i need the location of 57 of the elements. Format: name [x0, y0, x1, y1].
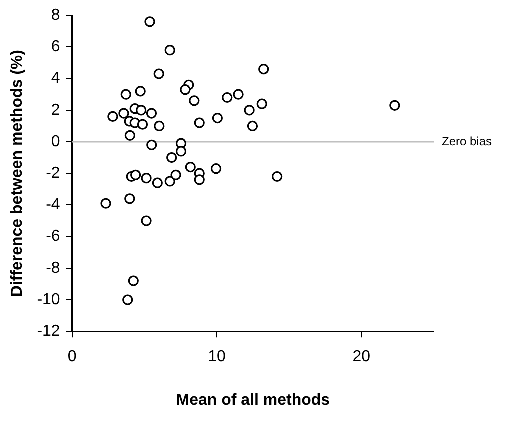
point — [390, 100, 400, 111]
point — [108, 111, 118, 122]
point — [100, 198, 112, 209]
y-tick-label: -6 — [46, 228, 60, 246]
point — [154, 120, 165, 132]
point — [124, 130, 136, 141]
point — [180, 84, 191, 96]
x-tick-label: 10 — [208, 348, 226, 366]
y-tick-label: 4 — [51, 70, 60, 88]
y-tick-label: -8 — [46, 260, 60, 277]
y-tick-label: 0 — [51, 133, 60, 150]
point — [154, 68, 164, 80]
y-tick-label: 8 — [51, 7, 60, 24]
point — [185, 162, 196, 173]
point — [194, 118, 205, 128]
point — [222, 92, 233, 104]
point — [244, 105, 255, 116]
y-tick-label: 6 — [51, 38, 60, 56]
point — [141, 173, 152, 184]
point — [124, 194, 136, 204]
point — [166, 152, 178, 164]
point — [146, 140, 158, 150]
point — [189, 96, 200, 106]
point — [122, 294, 134, 306]
y-tick-label: -4 — [46, 196, 60, 214]
point — [247, 120, 258, 132]
y-tick-label: -10 — [37, 291, 60, 308]
x-tick-label: 20 — [352, 348, 371, 366]
y-tick-label: -2 — [46, 165, 60, 182]
point — [233, 89, 244, 100]
point — [152, 178, 163, 188]
point — [258, 64, 270, 75]
x-tick-label: 0 — [68, 348, 77, 366]
point — [137, 119, 148, 130]
y-tick-label: 2 — [51, 102, 60, 119]
point — [146, 108, 158, 119]
point — [128, 276, 139, 286]
x-axis-title: Mean of all methods — [176, 392, 330, 409]
point — [120, 89, 132, 100]
point — [164, 176, 176, 187]
point — [170, 170, 182, 180]
point — [118, 108, 130, 119]
ref-line-label: Zero bias — [442, 134, 492, 148]
y-axis-title: Difference between methods (%) — [9, 50, 26, 298]
point — [141, 216, 152, 226]
point — [210, 164, 222, 174]
point — [136, 105, 147, 116]
point — [194, 174, 205, 186]
y-tick-label: -12 — [37, 323, 60, 340]
point — [176, 146, 187, 157]
point — [144, 16, 156, 28]
point — [256, 98, 268, 110]
point — [272, 171, 283, 182]
point — [130, 170, 142, 180]
point — [135, 86, 146, 97]
point — [212, 113, 224, 124]
point — [164, 45, 176, 56]
